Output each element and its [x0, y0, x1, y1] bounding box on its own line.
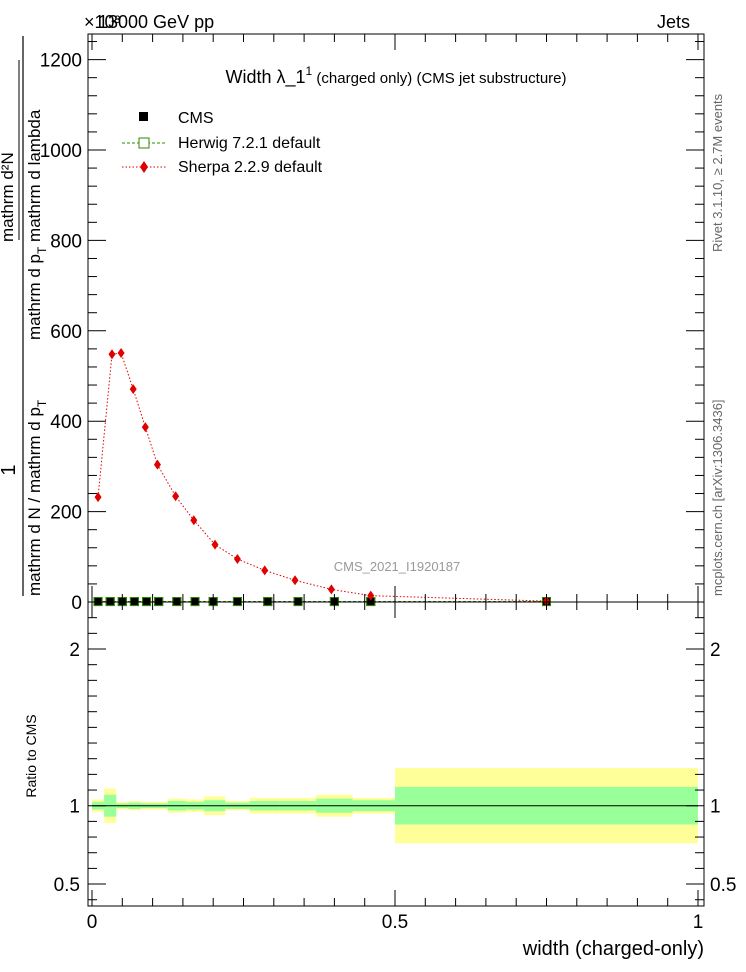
watermark: CMS_2021_I1920187 [334, 559, 461, 574]
ratio-ytick-label: 1 [69, 797, 80, 818]
plot-title: Width λ_11 (charged only) (CMS jet subst… [226, 64, 567, 88]
legend-marker-sherpa [140, 161, 148, 173]
sherpa-point [108, 349, 116, 360]
main-ytick-label: 0 [71, 593, 82, 614]
sherpa-point [211, 539, 219, 550]
sherpa-point [261, 565, 269, 576]
main-ytick-label: 1000 [40, 141, 82, 162]
legend-item-herwig: Herwig 7.2.1 default [122, 135, 321, 152]
legend-label-herwig: Herwig 7.2.1 default [178, 135, 321, 152]
sherpa-point [233, 554, 241, 565]
main-ytick-label: 800 [50, 231, 82, 252]
plot-title-sub: (charged only) (CMS jet substructure) [312, 70, 566, 87]
y-axis-label-numerator: mathrm d²N [0, 152, 17, 242]
y-multiplier: ×10³ [84, 12, 121, 32]
x-axis-label: width (charged-only) [522, 938, 704, 960]
ratio-y-label: Ratio to CMS [23, 714, 39, 797]
y-inner-den-text2: mathrm d lambda [25, 109, 44, 247]
y-denominator-sub: T [35, 399, 49, 407]
ratio-panel: 0.5 0.5 1 1 2 2 0 0.5 1 Ratio to CMS [23, 601, 736, 933]
main-ytick-label: 1200 [40, 51, 82, 72]
ratio-ytick-label: 2 [69, 640, 80, 661]
main-ytick-label: 600 [50, 322, 82, 343]
ratio-xtick-label: 0.5 [382, 912, 408, 933]
legend-marker-herwig [138, 137, 150, 149]
y-axis-label-denominator: mathrm d N / mathrm d pT [25, 399, 49, 596]
y-inner-den-text: mathrm d p [25, 254, 44, 340]
y-axis-label-inner-denominator: mathrm d pT mathrm d lambda [25, 109, 49, 340]
legend: CMS Herwig 7.2.1 default Sherpa 2.2.9 de… [122, 110, 323, 176]
sherpa-point [117, 347, 125, 358]
sherpa-point [190, 515, 198, 526]
sherpa-point [172, 491, 180, 502]
legend-marker-cms [139, 112, 148, 121]
sherpa-point [327, 584, 335, 595]
legend-label-sherpa: Sherpa 2.2.9 default [178, 159, 323, 176]
y-denominator-text: mathrm d N / mathrm d p [25, 407, 44, 596]
ratio-ytick-label-right: 1 [710, 797, 721, 818]
main-ytick-label: 200 [50, 503, 82, 524]
y-inner-den-sub: T [35, 246, 49, 254]
rivet-label: Rivet 3.1.10, ≥ 2.7M events [710, 93, 725, 252]
y-axis-label-one: 1 [0, 464, 20, 475]
sherpa-point [94, 492, 102, 503]
main-panel: 0 200 400 600 800 1000 1200 Width λ_11 (charge… [40, 33, 705, 614]
ratio-xtick-label: 1 [693, 912, 704, 933]
ratio-frame [87, 601, 705, 907]
header-energy: 13000 GeV pp [98, 12, 214, 32]
sherpa-point [129, 384, 137, 395]
mcplots-label: mcplots.cern.ch [arXiv:1306.3436] [710, 399, 725, 596]
header-process: Jets [657, 12, 690, 32]
ratio-ytick-label-right: 0.5 [710, 875, 736, 896]
sherpa-point [153, 459, 161, 470]
plot-title-sup: 1 [306, 64, 313, 78]
ratio-xtick-label: 0 [87, 912, 98, 933]
sherpa-point [291, 575, 299, 586]
sherpa-point [367, 590, 375, 601]
main-series [93, 347, 551, 607]
main-ytick-label: 400 [50, 412, 82, 433]
ratio-axes: 0.5 0.5 1 1 2 2 0 0.5 1 [54, 602, 736, 933]
sherpa-line [97, 352, 547, 602]
ratio-ytick-label-right: 2 [710, 640, 721, 661]
sherpa-point [141, 422, 149, 433]
legend-label-cms: CMS [178, 110, 214, 127]
ratio-ytick-label: 0.5 [54, 875, 80, 896]
legend-item-cms: CMS [139, 110, 214, 127]
plot-title-main: Width λ_1 [226, 67, 306, 88]
y-axis-label: 1 mathrm d N / mathrm d pT mathrm d²N ma… [0, 36, 49, 596]
legend-item-sherpa: Sherpa 2.2.9 default [122, 159, 323, 176]
